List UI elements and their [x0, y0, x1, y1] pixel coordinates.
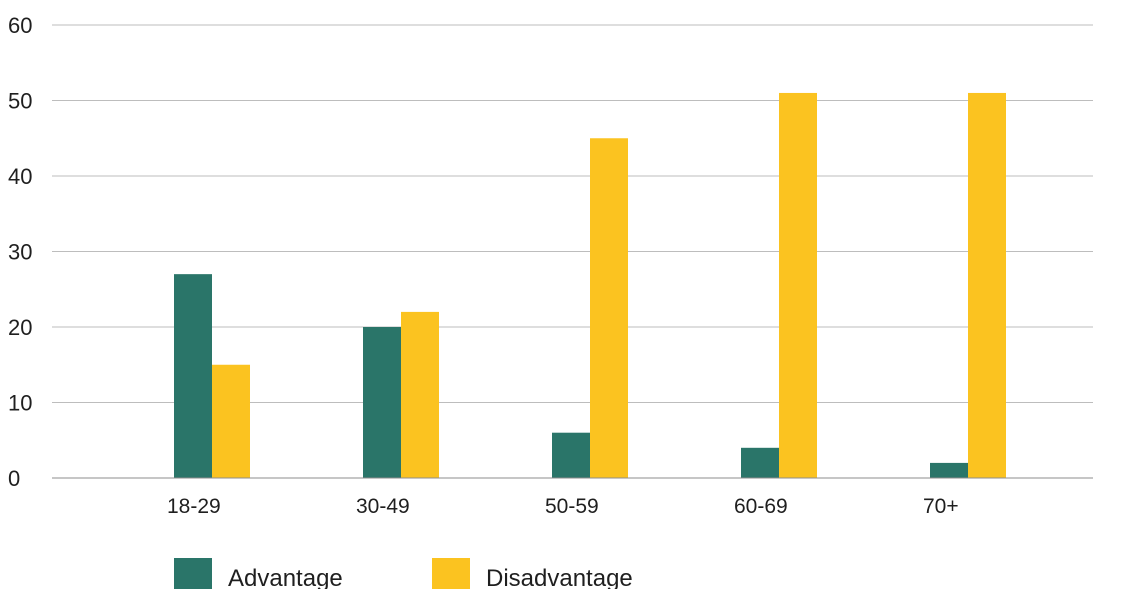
x-tick-label: 30-49 [356, 495, 410, 518]
bars [174, 92, 1006, 478]
legend: Advantage Disadvantage [174, 558, 633, 589]
legend-swatch-advantage [174, 558, 212, 589]
bar-advantage-50-59 [552, 432, 590, 478]
x-axis-tick-labels: 18-29 30-49 50-59 60-69 70+ [167, 495, 959, 518]
legend-swatch-disadvantage [432, 558, 470, 589]
x-tick-label: 60-69 [734, 495, 788, 518]
y-tick-label: 50 [8, 89, 32, 114]
bar-advantage-18-29 [174, 274, 212, 478]
y-tick-label: 0 [8, 466, 20, 491]
bar-disadvantage-70+ [968, 92, 1006, 478]
bar-advantage-70+ [930, 462, 968, 478]
bar-disadvantage-30-49 [401, 311, 439, 478]
bar-disadvantage-50-59 [590, 138, 628, 478]
y-tick-label: 40 [8, 164, 32, 189]
y-tick-label: 60 [8, 13, 32, 38]
gridlines [52, 24, 1093, 403]
x-tick-label: 70+ [923, 495, 959, 518]
bar-advantage-60-69 [741, 447, 779, 478]
y-tick-label: 10 [8, 391, 32, 416]
y-tick-label: 30 [8, 240, 32, 265]
bar-advantage-30-49 [363, 327, 401, 478]
y-tick-label: 20 [8, 315, 32, 340]
y-axis-tick-labels: 0 10 20 30 40 50 60 [8, 13, 32, 491]
legend-label-advantage: Advantage [228, 565, 343, 589]
legend-label-disadvantage: Disadvantage [486, 565, 633, 589]
bar-disadvantage-60-69 [779, 92, 817, 478]
x-tick-label: 18-29 [167, 495, 221, 518]
x-tick-label: 50-59 [545, 495, 599, 518]
bar-disadvantage-18-29 [212, 364, 250, 478]
